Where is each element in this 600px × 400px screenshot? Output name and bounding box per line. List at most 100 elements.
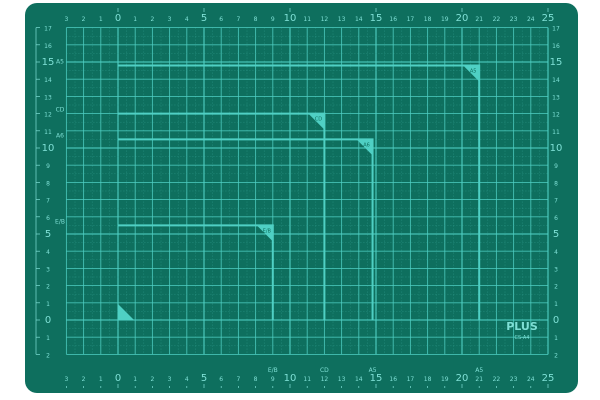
corner-label: CD — [315, 117, 322, 123]
y-tick-label-right: 17 — [552, 26, 560, 33]
y-tick-label-right: 5 — [553, 229, 559, 240]
corner-triangle — [256, 225, 273, 242]
corner-label: A5 — [470, 68, 477, 74]
x-tick-label-top: 23 — [510, 16, 518, 23]
x-tick-label-bottom: 3 — [168, 376, 172, 383]
corner-triangle — [356, 139, 373, 156]
origin-triangle — [118, 304, 134, 320]
size-guides: A5 CD A6 E/B — [118, 64, 481, 320]
x-tick-label-bottom: 6 — [219, 376, 223, 383]
y-tick-label-left: 1 — [46, 335, 50, 342]
x-tick-label-top: 18 — [424, 16, 432, 23]
x-tick-label-top: 6 — [219, 16, 223, 23]
left-guide-label: A5 — [56, 58, 64, 65]
x-tick-label-top: 0 — [115, 13, 121, 24]
x-tick-label-bottom: 24 — [527, 376, 535, 383]
y-tick-label-left: 2 — [46, 284, 50, 291]
y-tick-label-right: 11 — [552, 129, 560, 136]
x-tick-label-top: 7 — [236, 16, 240, 23]
y-tick-label-right: 7 — [554, 198, 558, 205]
y-tick-label-right: 14 — [552, 77, 560, 84]
x-tick-label-top: 9 — [271, 16, 275, 23]
x-tick-label-top: 4 — [185, 16, 189, 23]
y-tick-label-left: 12 — [44, 112, 52, 119]
y-tick-label-left: 4 — [46, 249, 50, 256]
x-tick-label-top: 22 — [493, 16, 501, 23]
x-tick-label-bottom: 0 — [115, 373, 121, 384]
x-tick-label-top: 12 — [321, 16, 329, 23]
x-tick-label-bottom: 19 — [441, 376, 449, 383]
x-tick-label-bottom: 12 — [321, 376, 329, 383]
x-tick-label-bottom: 1 — [133, 376, 137, 383]
x-tick-label-top: 8 — [254, 16, 258, 23]
y-tick-label-left: 16 — [44, 43, 52, 50]
x-tick-label-top: 13 — [338, 16, 346, 23]
left-guide-label: CD — [56, 107, 65, 114]
y-tick-label-left: 6 — [46, 215, 50, 222]
y-tick-label-left: 5 — [45, 229, 51, 240]
corner-label: A6 — [363, 142, 370, 148]
grid — [65, 27, 549, 355]
y-tick-label-right: 9 — [554, 163, 558, 170]
corner-triangle — [308, 113, 325, 130]
left-guide-label: A6 — [56, 132, 64, 139]
x-tick-label-top: 21 — [475, 16, 483, 23]
y-tick-label-left: 13 — [44, 94, 52, 101]
brand-logo: PLUS — [506, 320, 538, 333]
left-guide-label: E/B — [55, 218, 65, 225]
y-tick-label-right: 10 — [550, 143, 563, 154]
x-tick-label-top: 3 — [168, 16, 172, 23]
y-tick-label-right: 15 — [550, 57, 563, 68]
y-tick-label-left: 17 — [44, 26, 52, 33]
x-tick-label-bottom: 18 — [424, 376, 432, 383]
y-tick-label-left: 8 — [46, 180, 50, 187]
y-tick-label-right: 13 — [552, 94, 560, 101]
x-tick-label-top: 19 — [441, 16, 449, 23]
x-tick-label-bottom: 2 — [82, 376, 86, 383]
y-tick-label-left: 9 — [46, 163, 50, 170]
y-tick-label-right: 0 — [553, 315, 559, 326]
x-tick-label-top: 11 — [303, 16, 311, 23]
x-tick-label-top: 15 — [370, 13, 383, 24]
y-tick-label-right: 6 — [554, 215, 558, 222]
corner-triangle — [463, 65, 480, 82]
x-tick-label-bottom: 1 — [99, 376, 103, 383]
x-tick-label-top: 25 — [542, 13, 555, 24]
scale-labels: 3322110011223344556677889910101111121213… — [35, 8, 563, 388]
x-tick-label-bottom: 5 — [201, 373, 207, 384]
x-tick-label-bottom: 15 — [370, 373, 383, 384]
x-tick-label-bottom: 11 — [303, 376, 311, 383]
y-tick-label-left: 0 — [45, 315, 51, 326]
model-number: CS-A4 — [515, 335, 530, 341]
x-tick-label-bottom: 10 — [284, 373, 297, 384]
y-tick-label-left: 14 — [44, 77, 52, 84]
y-tick-label-left: 1 — [46, 301, 50, 308]
x-tick-label-top: 1 — [99, 16, 103, 23]
y-tick-label-left: 11 — [44, 129, 52, 136]
bottom-guide-label: E/B — [268, 367, 278, 374]
y-tick-label-right: 3 — [554, 266, 558, 273]
x-tick-label-bottom: 9 — [271, 376, 275, 383]
x-tick-label-bottom: 3 — [64, 376, 68, 383]
x-tick-label-bottom: 8 — [254, 376, 258, 383]
x-tick-label-top: 14 — [355, 16, 363, 23]
x-tick-label-bottom: 14 — [355, 376, 363, 383]
y-tick-label-left: 2 — [46, 352, 50, 359]
y-tick-label-left: 10 — [42, 143, 55, 154]
x-tick-label-bottom: 7 — [236, 376, 240, 383]
x-tick-label-top: 3 — [64, 16, 68, 23]
bottom-guide-label: A5 — [475, 367, 483, 374]
x-tick-label-top: 1 — [133, 16, 137, 23]
mat-background — [25, 3, 578, 393]
y-tick-label-left: 3 — [46, 266, 50, 273]
corner-label: E/B — [263, 228, 272, 234]
x-tick-label-top: 16 — [389, 16, 397, 23]
x-tick-label-bottom: 13 — [338, 376, 346, 383]
y-tick-label-right: 1 — [554, 335, 558, 342]
x-tick-label-bottom: 25 — [542, 373, 555, 384]
x-tick-label-bottom: 20 — [456, 373, 469, 384]
y-tick-label-right: 12 — [552, 112, 560, 119]
x-tick-label-top: 2 — [150, 16, 154, 23]
bottom-guide-label: CD — [320, 367, 329, 374]
